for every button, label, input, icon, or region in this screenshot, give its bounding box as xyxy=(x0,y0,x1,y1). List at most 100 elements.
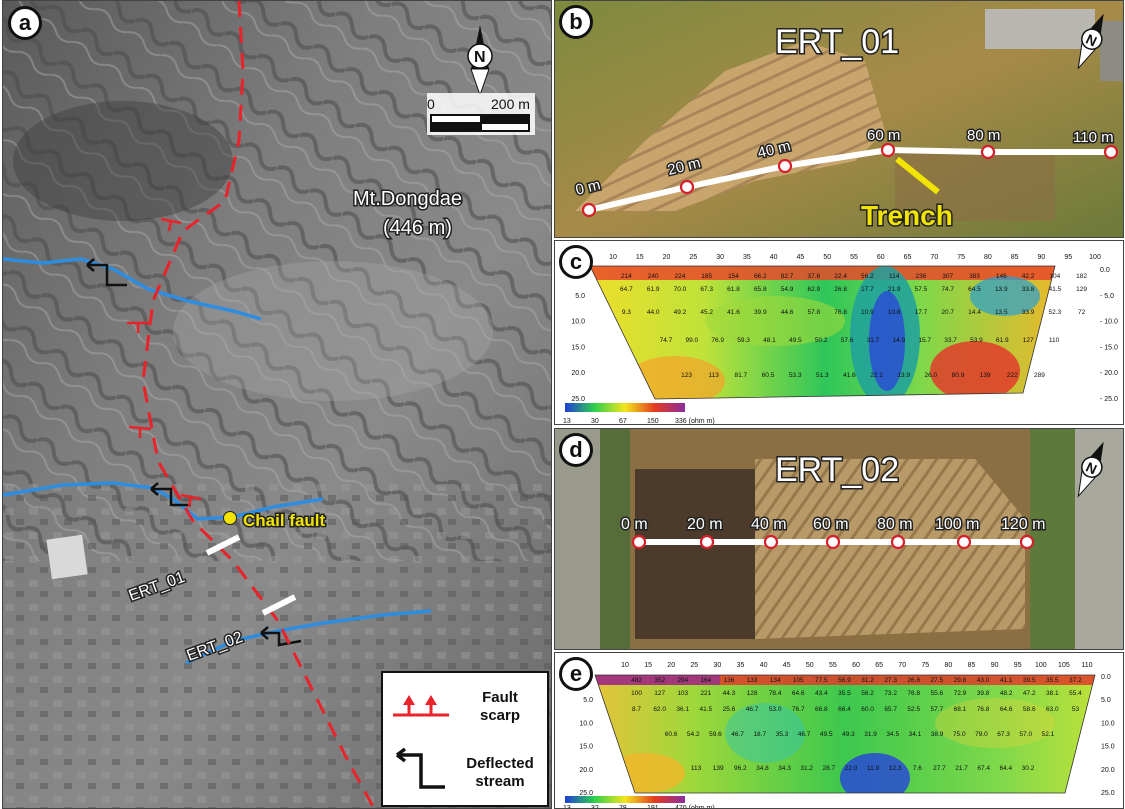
cell-value: 34.3 xyxy=(778,765,791,772)
cell-value: 25.6 xyxy=(723,706,736,713)
x-tick-label: 105 xyxy=(1058,662,1070,669)
x-tick-label: 80 xyxy=(984,254,992,261)
cell-value: 7.6 xyxy=(913,765,922,772)
ert01-mark-80: 80 m xyxy=(967,127,1000,144)
cell-value: 139 xyxy=(980,372,991,379)
x-tick-label: 65 xyxy=(875,662,883,669)
cell-value: 33.7 xyxy=(944,337,957,344)
cell-value: 100 xyxy=(631,690,642,697)
ert02-stations xyxy=(631,534,1035,550)
cell-value: 103 xyxy=(677,690,688,697)
cell-value: 33.8 xyxy=(1022,286,1035,293)
legend-fault-line1: Fault xyxy=(482,689,518,706)
cell-value: 53.9 xyxy=(970,337,983,344)
ert02-mark-100: 100 m xyxy=(935,516,979,533)
cell-value: 50.2 xyxy=(815,337,828,344)
cell-value: 38.1 xyxy=(1046,690,1059,697)
cell-value: 53.3 xyxy=(789,372,802,379)
cell-value: 224 xyxy=(675,273,686,280)
panel-label-c: c xyxy=(559,245,593,279)
cell-value: 79.0 xyxy=(975,731,988,738)
y-tick-label-right: 20.0 xyxy=(1101,767,1115,774)
x-tick-label: 50 xyxy=(806,662,814,669)
ert01-profile-line xyxy=(588,146,1111,213)
cell-value: 80.9 xyxy=(952,372,965,379)
panel-label-a: a xyxy=(8,6,42,40)
x-tick-label: 15 xyxy=(644,662,652,669)
cell-value: 10.9 xyxy=(861,309,874,316)
y-tick-label-left: 25.0 xyxy=(579,790,593,797)
section-e-xticks: 10 15 20 25 30 35 40 45 50 55 60 65 70 75 80 85 90 95 100 1… xyxy=(621,662,1093,669)
x-tick-label: 60 xyxy=(852,662,860,669)
cell-value: 59.6 xyxy=(709,731,722,738)
cell-value: 41.5 xyxy=(1049,286,1062,293)
cell-value: 104 xyxy=(1049,273,1060,280)
stream-south xyxy=(185,609,432,665)
cell-value: 33.9 xyxy=(1022,309,1035,316)
cell-value: 14.9 xyxy=(892,337,905,344)
cell-value: 113 xyxy=(691,765,702,772)
deflected-stream-symbol xyxy=(395,747,445,789)
colorbar-e-ticks: 13 32 78 191 470 (ohm m) xyxy=(563,805,715,808)
cell-value: 41.5 xyxy=(700,706,713,713)
panel-e-section: 10 15 20 25 30 35 40 45 50 55 60 65 70 75 80 85 90 95 100 1… xyxy=(554,652,1124,809)
bright-ridge xyxy=(173,261,493,401)
panel-label-d: d xyxy=(559,433,593,467)
cell-value: 77.5 xyxy=(815,677,828,684)
cell-value: 48.1 xyxy=(763,337,776,344)
cell-value: 78.4 xyxy=(769,690,782,697)
ert02-mark-80: 80 m xyxy=(877,516,913,533)
cell-value: 44.3 xyxy=(723,690,736,697)
reservoir xyxy=(46,534,88,580)
cell-value: 127 xyxy=(654,690,665,697)
cell-value: 31.7 xyxy=(867,337,880,344)
cell-value: 56.2 xyxy=(861,273,874,280)
cell-value: 66.4 xyxy=(838,706,851,713)
cell-value: 307 xyxy=(942,273,953,280)
cell-value: 21.9 xyxy=(888,286,901,293)
cell-value: 214 xyxy=(621,273,632,280)
cell-value: 60.6 xyxy=(665,731,678,738)
cell-value: 14.4 xyxy=(968,309,981,316)
x-tick-label: 90 xyxy=(991,662,999,669)
deflected-stream-mark-3-arrow xyxy=(260,626,269,640)
y-tick-label-left: 15.0 xyxy=(571,344,585,351)
cell-value: 54.2 xyxy=(687,731,700,738)
scale-end: 200 m xyxy=(491,96,530,112)
x-tick-label: 40 xyxy=(760,662,768,669)
cell-value: 56.2 xyxy=(861,690,874,697)
cell-value: 48.2 xyxy=(1000,690,1013,697)
cell-value: 52.3 xyxy=(1049,309,1062,316)
cell-value: 49.3 xyxy=(842,731,855,738)
photo-d-canvas: ERT_02 0 m 20 m 40 m 60 m 80 m 100 m 120… xyxy=(555,429,1123,649)
ert02-title: ERT_02 xyxy=(775,451,899,489)
cell-value: 28.7 xyxy=(822,765,835,772)
cell-value: 62.9 xyxy=(808,286,821,293)
deflected-stream-mark-2-arrow xyxy=(150,482,159,496)
peak-elevation: (446 m) xyxy=(383,217,452,239)
cell-value: 139 xyxy=(713,765,724,772)
fault-scarp-symbol xyxy=(393,695,449,717)
cell-value: 61.8 xyxy=(727,286,740,293)
cell-value: 82.7 xyxy=(781,273,794,280)
cell-value: 57.7 xyxy=(931,706,944,713)
scale-start: 0 xyxy=(427,96,435,112)
x-tick-label: 15 xyxy=(636,254,644,261)
y-tick-label-left: 20.0 xyxy=(579,767,593,774)
cell-value: 43.0 xyxy=(977,677,990,684)
colorbar-c xyxy=(565,403,685,412)
y-tick-label-right: - 15.0 xyxy=(1100,344,1118,351)
cell-value: 67.3 xyxy=(700,286,713,293)
cell-value: 75.0 xyxy=(953,731,966,738)
cell-value: 41.1 xyxy=(1000,677,1013,684)
cell-value: 42.2 xyxy=(1022,273,1035,280)
panel-d-photo: ERT_02 0 m 20 m 40 m 60 m 80 m 100 m 120… xyxy=(554,428,1124,650)
cell-value: 57.5 xyxy=(915,286,928,293)
cell-value: 41.6 xyxy=(727,309,740,316)
y-tick-label-right: - 5.0 xyxy=(1100,293,1114,300)
cell-value: 74.7 xyxy=(660,337,673,344)
ert02-mark-0: 0 m xyxy=(621,516,648,533)
y-tick-label-right: - 25.0 xyxy=(1100,396,1118,403)
cell-value: 60.5 xyxy=(762,372,775,379)
cell-value: 37.2 xyxy=(1069,677,1082,684)
